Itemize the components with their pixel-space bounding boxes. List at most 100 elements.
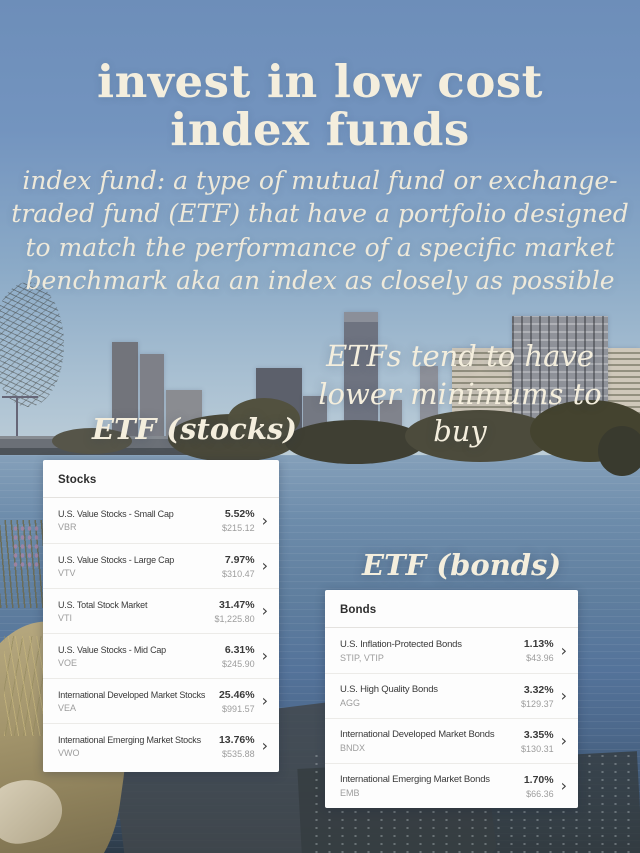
fund-return-percent: 3.32% [523, 683, 554, 696]
fund-ticker: VEA [58, 702, 77, 713]
fund-price: $245.90 [222, 658, 255, 669]
fund-ticker: VOE [58, 657, 78, 668]
fund-row[interactable]: International Developed Market Stocks VEA… [43, 678, 279, 723]
fund-ticker: EMB [340, 788, 360, 798]
chevron-right-icon: › [261, 646, 268, 665]
fund-values: 7.97% $310.47 [222, 554, 255, 579]
construction-crane-arm [2, 396, 38, 398]
fund-values: 3.35% $130.31 [521, 729, 554, 754]
fund-info: International Developed Market Bonds BNDX [340, 729, 521, 753]
chevron-right-icon: › [261, 556, 268, 575]
stocks-card-header: Stocks [43, 460, 279, 498]
fund-price: $66.36 [526, 788, 554, 799]
fund-return-percent: 7.97% [224, 553, 255, 566]
treeline [52, 428, 132, 454]
bonds-caption: ETF (bonds) [362, 548, 562, 582]
index-fund-definition: index fund: a type of mutual fund or exc… [0, 164, 640, 297]
fund-name: International Emerging Market Stocks [58, 734, 201, 745]
fund-return-percent: 1.70% [523, 773, 554, 786]
fund-return-percent: 25.46% [218, 688, 255, 701]
fund-info: U.S. Value Stocks - Small Cap VBR [58, 509, 222, 532]
fund-return-percent: 5.52% [224, 508, 255, 520]
fund-return-percent: 6.31% [224, 643, 255, 656]
fund-price: $130.31 [521, 743, 554, 754]
fund-values: 3.32% $129.37 [521, 684, 554, 709]
fund-ticker: BNDX [340, 743, 366, 753]
fund-row[interactable]: U.S. Value Stocks - Large Cap VTV 7.97% $31… [43, 543, 279, 588]
definition-line: traded fund (ETF) that have a portfolio … [11, 199, 629, 229]
page-title: invest in low cost index funds [0, 58, 640, 153]
fund-row[interactable]: International Emerging Market Bonds EMB 1.… [325, 763, 578, 808]
title-line-2: index funds [170, 102, 470, 156]
fund-price: $215.12 [222, 523, 255, 533]
fund-info: U.S. Value Stocks - Mid Cap VOE [58, 645, 222, 668]
treeline [598, 426, 640, 476]
fund-values: 25.46% $991.57 [219, 689, 255, 714]
chevron-right-icon: › [560, 640, 567, 660]
treeline [228, 398, 300, 440]
fund-name: International Developed Market Stocks [58, 689, 206, 700]
definition-line: index fund: a type of mutual fund or exc… [22, 166, 618, 195]
stocks-card: Stocks U.S. Value Stocks - Small Cap VBR 5… [43, 460, 279, 772]
fund-name: U.S. Value Stocks - Mid Cap [58, 644, 166, 655]
fund-row[interactable]: U.S. Value Stocks - Mid Cap VOE 6.31% $245.… [43, 633, 279, 678]
fund-values: 1.70% $66.36 [524, 774, 554, 799]
fund-values: 13.76% $535.88 [219, 734, 255, 759]
fund-row[interactable]: U.S. Value Stocks - Small Cap VBR 5.52% $21… [43, 498, 279, 543]
chevron-right-icon: › [261, 736, 268, 755]
fund-ticker: VWO [58, 747, 80, 758]
fund-return-percent: 31.47% [218, 598, 255, 611]
stocks-fund-list: U.S. Value Stocks - Small Cap VBR 5.52% $21… [43, 498, 279, 768]
fund-name: U.S. Value Stocks - Large Cap [58, 554, 175, 565]
fund-ticker: AGG [340, 698, 361, 708]
fund-ticker: VTI [58, 612, 73, 623]
fund-ticker: VBR [58, 522, 77, 532]
bonds-card: Bonds U.S. Inflation-Protected Bonds STIP… [325, 590, 578, 808]
fund-row[interactable]: U.S. High Quality Bonds AGG 3.32% $129.37 › [325, 673, 578, 718]
fund-values: 1.13% $43.96 [524, 638, 554, 663]
chevron-right-icon: › [560, 686, 567, 705]
fund-info: U.S. Value Stocks - Large Cap VTV [58, 555, 222, 578]
fund-info: U.S. Total Stock Market VTI [58, 600, 215, 623]
chevron-right-icon: › [560, 776, 567, 795]
fund-info: International Emerging Market Bonds EMB [340, 774, 524, 798]
chevron-right-icon: › [560, 731, 567, 750]
fund-return-percent: 1.13% [523, 638, 554, 650]
fund-name: U.S. Total Stock Market [58, 599, 148, 610]
fund-ticker: VTV [58, 567, 76, 578]
fund-name: International Emerging Market Bonds [340, 774, 490, 785]
chevron-right-icon: › [261, 691, 268, 710]
fund-price: $310.47 [222, 568, 255, 579]
fund-name: International Developed Market Bonds [340, 729, 495, 740]
bare-tree-silhouette [0, 282, 64, 407]
fund-ticker: STIP, VTIP [340, 652, 384, 663]
skyline-building [140, 354, 164, 442]
fund-info: International Developed Market Stocks VEA [58, 690, 219, 713]
note-line-1: ETFs tend to have [326, 339, 594, 373]
fund-row[interactable]: U.S. Total Stock Market VTI 31.47% $1,225.8… [43, 588, 279, 633]
fund-row[interactable]: International Developed Market Bonds BNDX… [325, 718, 578, 763]
bonds-card-header: Bonds [325, 590, 578, 628]
fund-price: $535.88 [222, 748, 255, 759]
fund-name: U.S. Value Stocks - Small Cap [58, 509, 174, 519]
stocks-caption: ETF (stocks) [92, 412, 297, 446]
chevron-right-icon: › [261, 510, 268, 530]
fund-values: 6.31% $245.90 [222, 644, 255, 669]
bonds-fund-list: U.S. Inflation-Protected Bonds STIP, VTIP… [325, 628, 578, 808]
fund-values: 5.52% $215.12 [222, 508, 255, 533]
definition-line: to match the performance of a specific m… [25, 232, 615, 262]
fund-name: U.S. Inflation-Protected Bonds [340, 638, 462, 650]
fund-row[interactable]: International Emerging Market Stocks VWO 1… [43, 723, 279, 768]
fund-price: $991.57 [222, 703, 255, 714]
chevron-right-icon: › [261, 601, 268, 620]
fund-return-percent: 13.76% [218, 733, 255, 746]
fund-info: U.S. Inflation-Protected Bonds STIP, VTIP [340, 639, 524, 663]
fund-values: 31.47% $1,225.80 [215, 599, 255, 624]
fund-return-percent: 3.35% [523, 728, 554, 741]
fund-info: U.S. High Quality Bonds AGG [340, 684, 521, 708]
construction-crane [16, 398, 18, 436]
fund-row[interactable]: U.S. Inflation-Protected Bonds STIP, VTIP… [325, 628, 578, 673]
fund-price: $129.37 [521, 698, 554, 709]
shore-reed-flowers [12, 524, 40, 568]
